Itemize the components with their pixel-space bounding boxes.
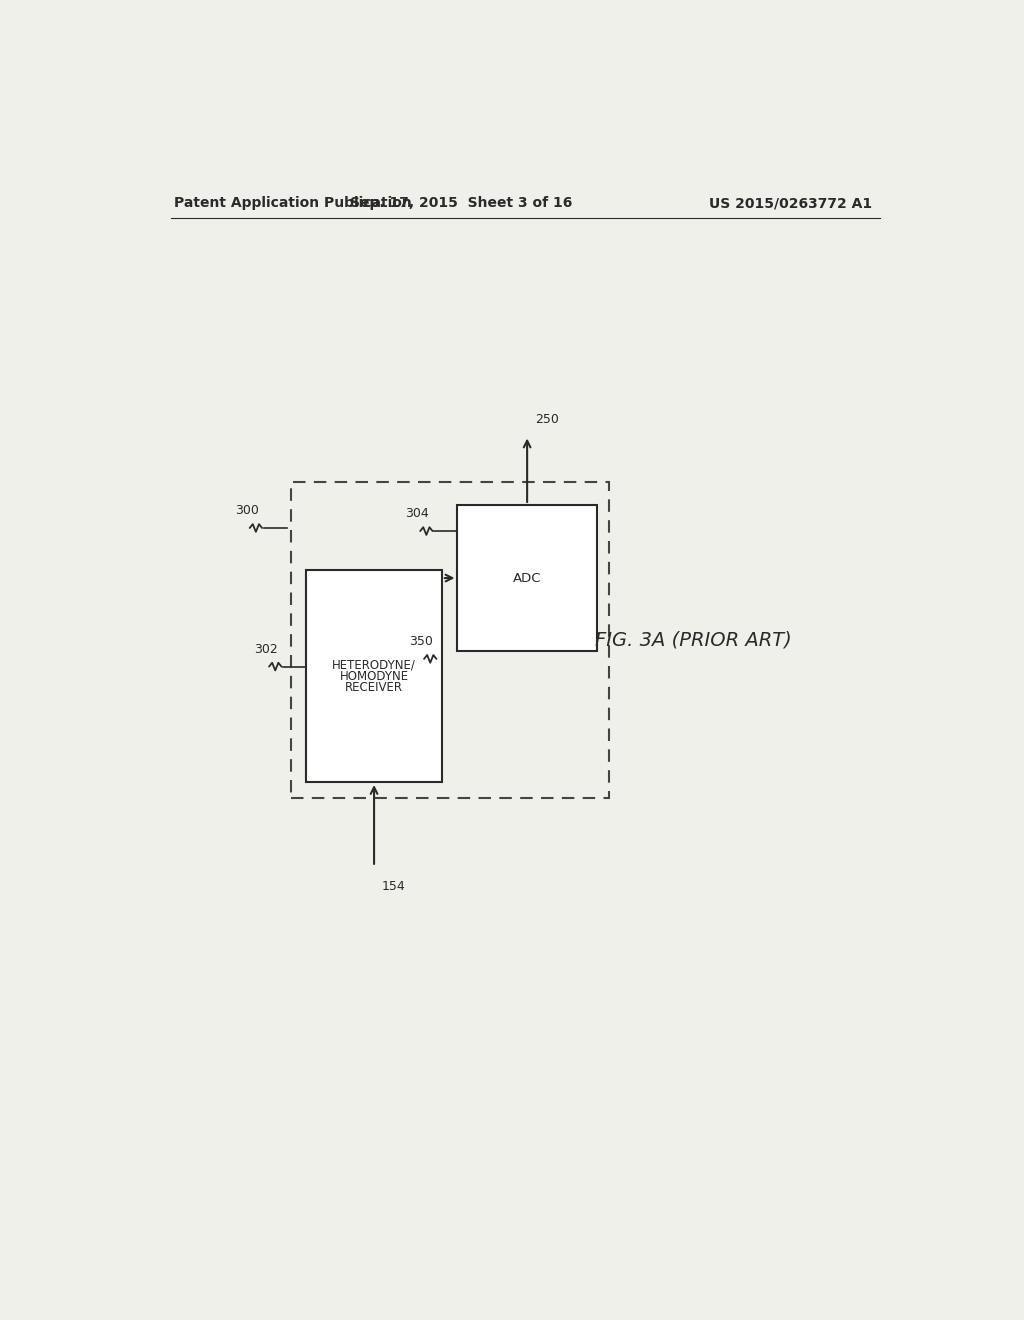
Text: ADC: ADC xyxy=(513,572,542,585)
Text: 300: 300 xyxy=(234,504,258,517)
Bar xyxy=(306,570,442,781)
Text: HETERODYNE/: HETERODYNE/ xyxy=(332,659,416,672)
Text: FIG. 3A (PRIOR ART): FIG. 3A (PRIOR ART) xyxy=(595,630,793,649)
Text: 302: 302 xyxy=(254,643,278,656)
Text: US 2015/0263772 A1: US 2015/0263772 A1 xyxy=(709,197,872,210)
Bar xyxy=(458,506,597,651)
Text: Patent Application Publication: Patent Application Publication xyxy=(174,197,413,210)
Text: 154: 154 xyxy=(382,879,406,892)
Text: 250: 250 xyxy=(535,413,559,426)
Text: 304: 304 xyxy=(406,507,429,520)
Text: 350: 350 xyxy=(409,635,433,648)
Text: Sep. 17, 2015  Sheet 3 of 16: Sep. 17, 2015 Sheet 3 of 16 xyxy=(350,197,572,210)
Text: RECEIVER: RECEIVER xyxy=(345,681,403,693)
Text: HOMODYNE: HOMODYNE xyxy=(340,669,409,682)
Bar xyxy=(291,482,608,797)
